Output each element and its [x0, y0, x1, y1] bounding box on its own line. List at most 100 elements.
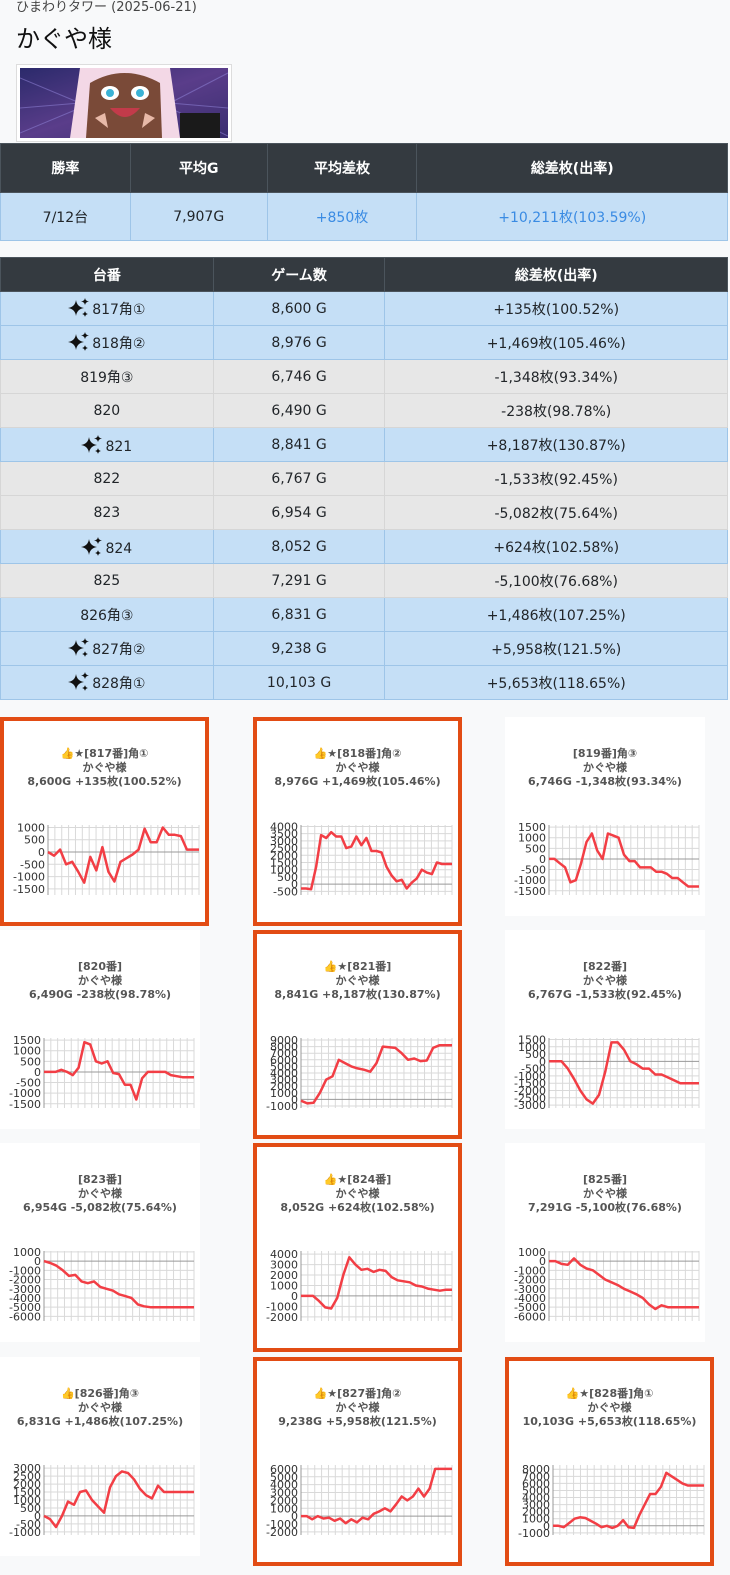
chart-title-line: 👍★[828番]角① — [565, 1387, 654, 1400]
y-tick-label: -1000 — [266, 1518, 298, 1531]
machine-total-diff: +8,187枚(130.87%) — [384, 427, 728, 462]
machine-chart-card[interactable]: 👍★[827番]角② かぐや様 9,238G +5,958枚(121.5%) 6000… — [253, 1357, 462, 1566]
machine-row[interactable]: 824 8,052 G +624枚(102.58%) — [0, 529, 728, 564]
machine-row[interactable]: 828角① 10,103 G +5,653枚(118.65%) — [0, 665, 728, 700]
machine-total-diff: -5,100枚(76.68%) — [384, 563, 728, 598]
chart-title-line: かぐや様 — [82, 761, 127, 774]
y-tick-label: 3000 — [270, 1259, 298, 1272]
chart-title-line: [819番]角③ — [572, 747, 638, 760]
machine-number: 821 — [0, 427, 214, 462]
series-line — [301, 830, 452, 891]
machine-games: 6,954 G — [212, 495, 386, 530]
machine-total-diff: -238枚(98.78%) — [384, 393, 728, 428]
machine-total-diff: +1,486枚(107.25%) — [384, 597, 728, 632]
y-tick-label: -1000 — [514, 874, 546, 887]
chart-title-line: 6,746G -1,348枚(93.34%) — [528, 775, 682, 788]
series-line — [47, 826, 199, 884]
machine-number-label: 821 — [105, 438, 133, 455]
chart-title-line: [823番] — [77, 1173, 123, 1186]
machine-chart-card[interactable]: [825番] かぐや様 7,291G -5,100枚(76.68%) 1000 0 -10… — [505, 1143, 705, 1342]
machine-row[interactable]: 820 6,490 G -238枚(98.78%) — [0, 393, 728, 428]
machine-number: 824 — [0, 529, 214, 564]
series-line — [549, 1041, 699, 1105]
machine-number: 823 — [0, 495, 214, 530]
chart-title-line: 👍★[817番]角① — [60, 747, 149, 760]
machine-chart-card[interactable]: 👍[826番]角③ かぐや様 6,831G +1,486枚(107.25%) 3000… — [0, 1357, 200, 1556]
avatar-image — [16, 64, 232, 142]
machine-row[interactable]: 822 6,767 G -1,533枚(92.45%) — [0, 461, 728, 496]
machine-total-diff: -5,082枚(75.64%) — [384, 495, 728, 530]
summary-avg-games: 7,907G — [129, 192, 268, 241]
y-tick-label: 1000 — [270, 1279, 298, 1292]
machine-row[interactable]: 827角② 9,238 G +5,958枚(121.5%) — [0, 631, 728, 666]
machine-chart-card[interactable]: 👍★[817番]角① かぐや様 8,600G +135枚(100.52%) 1000 5… — [0, 717, 209, 926]
machine-row[interactable]: 821 8,841 G +8,187枚(130.87%) — [0, 427, 728, 462]
machine-total-diff: +1,469枚(105.46%) — [384, 325, 728, 360]
chart-title-line: 6,490G -238枚(98.78%) — [28, 988, 172, 1001]
machine-number-label: 826角③ — [80, 607, 134, 624]
y-tick-label: 1000 — [270, 864, 298, 877]
sparkle-icon — [68, 672, 90, 691]
y-tick-label: 3000 — [270, 1487, 298, 1500]
chart-title-line: 7,291G -5,100枚(76.68%) — [528, 1201, 682, 1214]
machine-chart-card[interactable]: [820番] かぐや様 6,490G -238枚(98.78%) 1500 1000 50… — [0, 930, 200, 1129]
machine-header-total-diff: 総差枚(出率) — [384, 257, 728, 292]
machine-row[interactable]: 817角① 8,600 G +135枚(100.52%) — [0, 291, 728, 326]
machine-total-diff: -1,533枚(92.45%) — [384, 461, 728, 496]
y-tick-label: -1000 — [9, 1087, 41, 1100]
summary-header-avg-games: 平均G — [129, 143, 268, 193]
y-tick-label: 4000 — [522, 1492, 550, 1505]
y-tick-label: 2000 — [522, 1506, 550, 1519]
machine-chart-card[interactable]: 👍★[818番]角② かぐや様 8,976G +1,469枚(105.46%) 400… — [253, 717, 462, 926]
y-tick-label: 3500 — [270, 828, 298, 841]
machine-chart-card[interactable]: [823番] かぐや様 6,954G -5,082枚(75.64%) 1000 0 -10… — [0, 1143, 200, 1342]
machine-header-number: 台番 — [0, 257, 214, 292]
machine-chart-card[interactable]: [822番] かぐや様 6,767G -1,533枚(92.45%) 1500 1000… — [505, 930, 705, 1129]
series-line — [300, 1044, 452, 1105]
machine-total-diff: +135枚(100.52%) — [384, 291, 728, 326]
chart-title-line: [822番] — [582, 960, 628, 973]
y-tick-label: -1000 — [266, 1300, 298, 1313]
y-tick-label: 3000 — [270, 835, 298, 848]
summary-header-avg-diff: 平均差枚 — [266, 143, 418, 193]
machine-chart-card[interactable]: 👍★[828番]角① かぐや様 10,103G +5,653枚(118.65%) 80… — [505, 1357, 714, 1566]
machine-games: 8,976 G — [212, 325, 386, 360]
character-thumbnail — [19, 68, 229, 138]
machine-row[interactable]: 819角③ 6,746 G -1,348枚(93.34%) — [0, 359, 728, 394]
machine-row[interactable]: 826角③ 6,831 G +1,486枚(107.25%) — [0, 597, 728, 632]
y-tick-label: 4000 — [270, 1067, 298, 1080]
chart-title-line: かぐや様 — [583, 1187, 627, 1200]
y-tick-label: -2000 — [9, 1274, 41, 1287]
venue-date-subtitle: ひまわりタワー (2025-06-21) — [16, 0, 197, 15]
y-tick-label: -1500 — [514, 1077, 546, 1090]
machine-row[interactable]: 825 7,291 G -5,100枚(76.68%) — [0, 563, 728, 598]
machine-row[interactable]: 818角② 8,976 G +1,469枚(105.46%) — [0, 325, 728, 360]
machine-games: 6,767 G — [212, 461, 386, 496]
machine-games: 7,291 G — [212, 563, 386, 598]
y-tick-label: -2000 — [266, 1526, 298, 1539]
y-tick-label: -500 — [20, 858, 45, 871]
chart-title-line: 👍★[821番] — [323, 960, 392, 973]
y-tick-label: 1000 — [518, 1041, 546, 1054]
machine-row[interactable]: 823 6,954 G -5,082枚(75.64%) — [0, 495, 728, 530]
y-tick-label: 3000 — [270, 1074, 298, 1087]
series-line — [553, 1471, 704, 1530]
chart-title-line: かぐや様 — [78, 1187, 122, 1200]
y-tick-label: 0 — [34, 1255, 41, 1268]
chart-title-line: かぐや様 — [583, 974, 627, 987]
series-line — [43, 1259, 194, 1309]
chart-title-line: かぐや様 — [583, 761, 627, 774]
y-tick-label: 1500 — [518, 1033, 546, 1046]
y-tick-label: -4000 — [514, 1292, 546, 1305]
chart-title-line: 6,954G -5,082枚(75.64%) — [23, 1201, 177, 1214]
machine-chart-card[interactable]: 👍★[824番] かぐや様 8,052G +624枚(102.58%) 4000 300… — [253, 1143, 462, 1352]
machine-chart-card[interactable]: 👍★[821番] かぐや様 8,841G +8,187枚(130.87%) 9000 8… — [253, 930, 462, 1139]
sparkle-icon — [68, 638, 90, 657]
machine-total-diff: +5,653枚(118.65%) — [384, 665, 728, 700]
y-tick-label: -1000 — [9, 1526, 41, 1539]
machine-chart-card[interactable]: [819番]角③ かぐや様 6,746G -1,348枚(93.34%) 1500 10… — [505, 717, 705, 916]
